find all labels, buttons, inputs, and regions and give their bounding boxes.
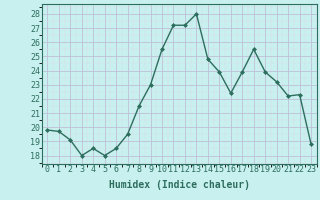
- X-axis label: Humidex (Indice chaleur): Humidex (Indice chaleur): [109, 180, 250, 190]
